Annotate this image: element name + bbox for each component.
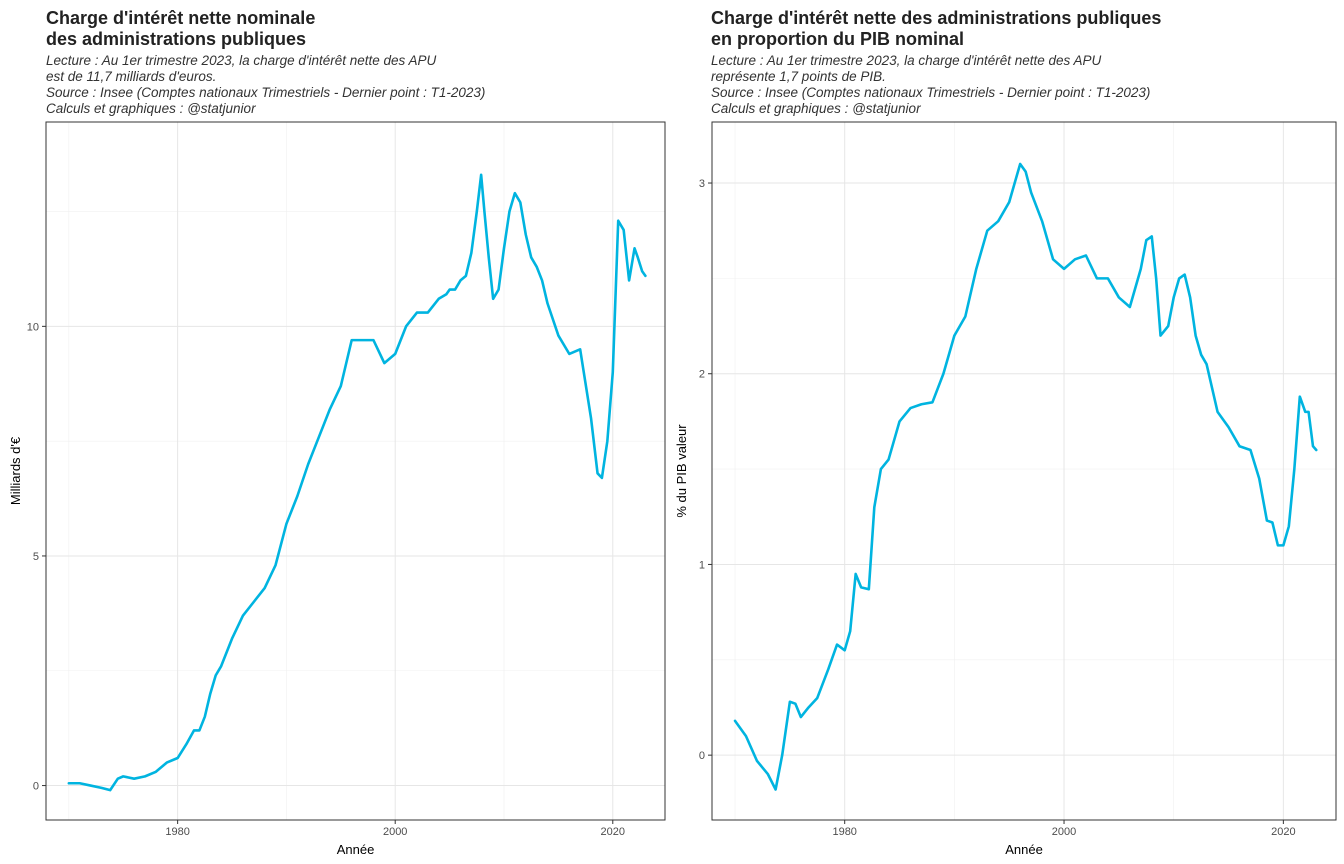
chart-panel-right: Charge d'intérêt nette des administratio… [672, 0, 1344, 864]
subtitle-line: Source : Insee (Comptes nationaux Trimes… [711, 85, 1151, 100]
x-axis-title: Année [337, 842, 375, 857]
chart-title: Charge d'intérêt nette nominale des admi… [46, 8, 315, 50]
y-tick-label: 1 [699, 559, 705, 571]
y-tick-label: 2 [699, 369, 705, 381]
series-line [733, 162, 1318, 791]
chart-title-line: des administrations publiques [46, 29, 307, 49]
chart-subtitle: Lecture : Au 1er trimestre 2023, la char… [711, 53, 1150, 117]
y-tick-label: 10 [27, 321, 39, 333]
line-chart-nominal: 0 5 10 1980 2000 2020 Année Milliards d'€ [8, 121, 666, 857]
subtitle-line: Calculs et graphiques : @statjunior [46, 101, 256, 116]
plot-border [45, 121, 666, 821]
x-tick-label: 1980 [165, 826, 189, 838]
subtitle-line: Calculs et graphiques : @statjunior [711, 101, 921, 116]
chart-subtitle: Lecture : Au 1er trimestre 2023, la char… [46, 53, 485, 117]
y-axis-title: Milliards d'€ [8, 436, 23, 505]
chart-title-line: Charge d'intérêt nette nominale [46, 8, 316, 28]
chart-title-line: en proportion du PIB nominal [711, 29, 964, 49]
x-tick-label: 2000 [1052, 826, 1076, 838]
y-tick-label: 5 [33, 551, 39, 563]
chart-panel-left: Charge d'intérêt nette nominale des admi… [8, 8, 666, 857]
subtitle-line: Lecture : Au 1er trimestre 2023, la char… [711, 53, 1102, 68]
chart-title-line: Charge d'intérêt nette des administratio… [711, 8, 1162, 28]
y-tick-label: 0 [699, 750, 705, 762]
subtitle-line: Lecture : Au 1er trimestre 2023, la char… [46, 53, 437, 68]
subtitle-line: Source : Insee (Comptes nationaux Trimes… [46, 85, 486, 100]
x-tick-label: 1980 [832, 826, 856, 838]
x-axis-title: Année [1005, 842, 1043, 857]
chart-title: Charge d'intérêt nette des administratio… [711, 8, 1161, 50]
x-tick-label: 2000 [383, 826, 407, 838]
y-tick-label: 3 [699, 178, 705, 190]
series-line [67, 173, 647, 792]
subtitle-line: est de 11,7 milliards d'euros. [46, 69, 217, 84]
subtitle-line: représente 1,7 points de PIB. [711, 69, 886, 84]
x-tick-label: 2020 [601, 826, 625, 838]
y-tick-label: 0 [33, 781, 39, 793]
line-chart-pib-share: 0 1 2 3 1980 2000 2020 Année % du PIB valeur [674, 121, 1337, 857]
plot-border [711, 121, 1337, 821]
x-tick-label: 2020 [1271, 826, 1295, 838]
y-axis-title: % du PIB valeur [674, 424, 689, 518]
